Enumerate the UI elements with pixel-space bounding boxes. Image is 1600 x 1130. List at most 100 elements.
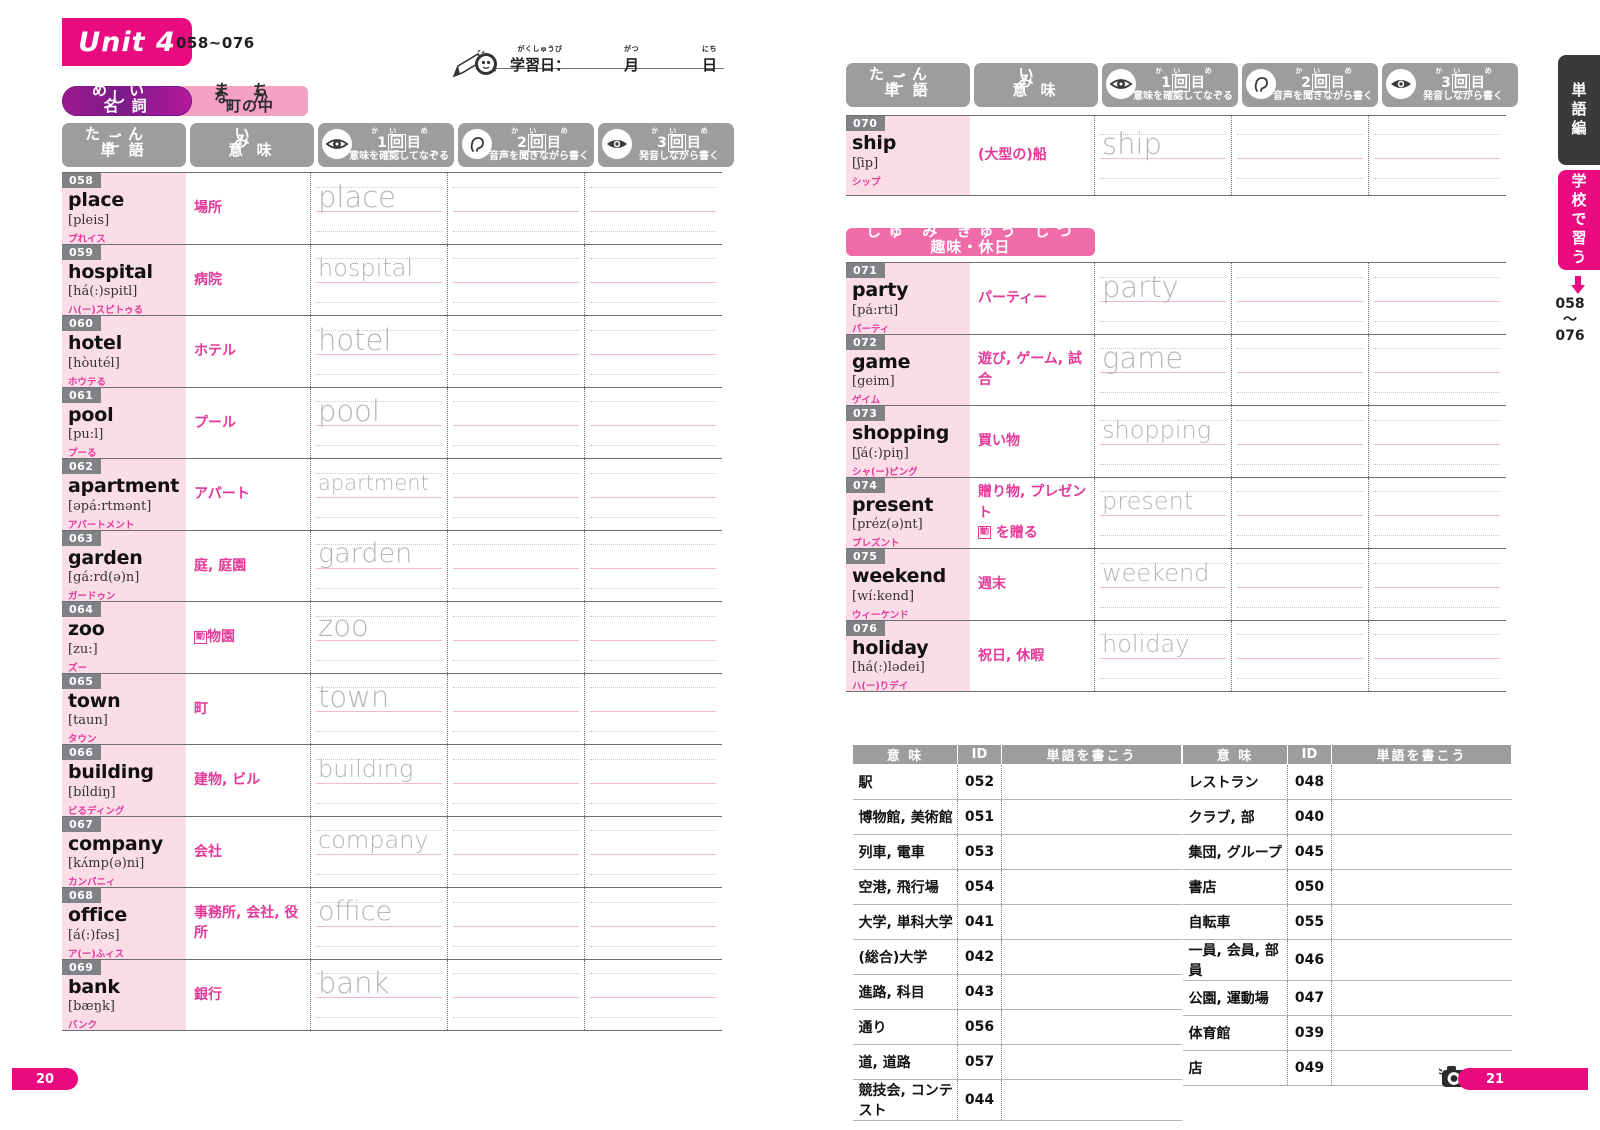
writing-practice-cell-1[interactable]: building (310, 745, 447, 816)
guide-line-top (1237, 134, 1363, 135)
writing-practice-cell-3[interactable] (584, 173, 721, 244)
writing-practice-cell-2[interactable] (447, 530, 584, 601)
word-cell: 058 place [pleis] プれイス (62, 173, 186, 245)
writing-practice-cell-2[interactable] (1231, 477, 1368, 548)
review-answer-input[interactable] (1001, 1009, 1182, 1045)
review-answer-input[interactable] (1001, 834, 1182, 870)
writing-practice-cell-3[interactable] (1368, 406, 1505, 477)
guide-line-top (453, 472, 579, 474)
writing-practice-cell-2[interactable] (447, 673, 584, 744)
review-answer-input[interactable] (1331, 1015, 1512, 1051)
trace-word: office (318, 895, 393, 927)
writing-practice-cell-1[interactable]: company (310, 816, 447, 887)
writing-practice-cell-2[interactable] (447, 173, 584, 244)
guide-line-bottom (453, 802, 579, 804)
writing-practice-cell-1[interactable]: hotel (310, 316, 447, 387)
review-row: 公園, 運動場 047 (1182, 980, 1512, 1016)
vocab-row: 060 hotel [hòutél] ホウテる ホテル hotel (62, 316, 722, 388)
review-answer-input[interactable] (1001, 974, 1182, 1010)
ear-icon (462, 129, 492, 159)
writing-practice-cell-1[interactable]: place (310, 173, 447, 244)
writing-practice-cell-3[interactable] (584, 459, 721, 530)
word-english: hotel (68, 332, 123, 354)
writing-practice-cell-1[interactable]: shopping (1094, 406, 1231, 477)
writing-practice-cell-3[interactable] (1368, 549, 1505, 620)
word-cell: 075 weekend [wí:kend] ウィーケンド (846, 549, 970, 621)
writing-practice-cell-2[interactable] (1231, 549, 1368, 620)
writing-practice-cell-3[interactable] (584, 530, 721, 601)
writing-practice-cell-2[interactable] (1231, 620, 1368, 691)
writing-practice-cell-2[interactable] (447, 816, 584, 887)
review-answer-input[interactable] (1331, 980, 1512, 1016)
review-row: 空港, 飛行場 054 (852, 869, 1182, 905)
writing-practice-cell-2[interactable] (447, 959, 584, 1030)
review-answer-input[interactable] (1001, 1044, 1182, 1080)
writing-practice-cell-3[interactable] (584, 673, 721, 744)
writing-practice-cell-3[interactable] (584, 387, 721, 458)
writing-practice-cell-3[interactable] (584, 745, 721, 816)
writing-practice-cell-3[interactable] (584, 959, 721, 1030)
writing-practice-cell-2[interactable] (447, 316, 584, 387)
writing-practice-cell-3[interactable] (1368, 116, 1505, 195)
review-answer-input[interactable] (1331, 904, 1512, 940)
writing-practice-cell-2[interactable] (1231, 334, 1368, 405)
writing-practice-cell-3[interactable] (1368, 477, 1505, 548)
study-date-writing-line[interactable] (492, 68, 724, 69)
writing-practice-cell-1[interactable]: hospital (310, 244, 447, 315)
writing-practice-cell-2[interactable] (447, 602, 584, 673)
writing-practice-cell-2[interactable] (447, 244, 584, 315)
review-meaning: 公園, 運動場 (1182, 980, 1288, 1016)
writing-practice-cell-3[interactable] (584, 316, 721, 387)
review-answer-input[interactable] (1001, 869, 1182, 905)
review-answer-input[interactable] (1001, 904, 1182, 940)
review-answer-input[interactable] (1331, 834, 1512, 870)
writing-practice-cell-2[interactable] (1231, 406, 1368, 477)
guide-line-top (590, 973, 716, 975)
writing-practice-cell-2[interactable] (447, 459, 584, 530)
writing-practice-cell-1[interactable]: office (310, 888, 447, 959)
writing-practice-cell-3[interactable] (1368, 263, 1505, 334)
review-answer-input[interactable] (1331, 764, 1512, 800)
side-tab-vocab-section[interactable]: 単語編 (1558, 55, 1600, 165)
review-answer-input[interactable] (1001, 939, 1182, 975)
writing-practice-cell-1[interactable]: ship (1094, 116, 1231, 195)
review-answer-input[interactable] (1331, 939, 1512, 981)
writing-practice-cell-1[interactable]: apartment (310, 459, 447, 530)
review-answer-input[interactable] (1331, 799, 1512, 835)
writing-practice-cell-2[interactable] (447, 387, 584, 458)
guide-line-baseline (1100, 586, 1226, 588)
review-answer-input[interactable] (1001, 799, 1182, 835)
writing-practice-cell-1[interactable]: zoo (310, 602, 447, 673)
guide-line-top (1100, 134, 1226, 135)
writing-practice-cell-1[interactable]: pool (310, 387, 447, 458)
review-answer-input[interactable] (1331, 869, 1512, 905)
word-english: present (852, 493, 934, 516)
writing-practice-cell-1[interactable]: town (310, 673, 447, 744)
guide-line-bottom (1374, 606, 1500, 608)
guide-line-top (590, 472, 716, 474)
writing-practice-cell-1[interactable]: game (1094, 334, 1231, 405)
writing-practice-cell-1[interactable]: weekend (1094, 549, 1231, 620)
writing-practice-cell-1[interactable]: holiday (1094, 620, 1231, 691)
writing-practice-cell-1[interactable]: bank (310, 959, 447, 1030)
writing-practice-cell-3[interactable] (584, 888, 721, 959)
writing-practice-cell-3[interactable] (584, 602, 721, 673)
writing-practice-cell-3[interactable] (1368, 620, 1505, 691)
guide-line-baseline (1237, 586, 1363, 588)
writing-practice-cell-2[interactable] (1231, 263, 1368, 334)
writing-practice-cell-3[interactable] (584, 816, 721, 887)
writing-practice-cell-2[interactable] (447, 888, 584, 959)
writing-practice-cell-3[interactable] (1368, 334, 1505, 405)
writing-practice-cell-3[interactable] (584, 244, 721, 315)
review-answer-input[interactable] (1001, 1079, 1182, 1121)
review-row: 駅 052 (852, 764, 1182, 800)
review-answer-input[interactable] (1001, 764, 1182, 800)
word-english: office (68, 904, 128, 926)
review-row: 書店 050 (1182, 869, 1512, 905)
writing-practice-cell-1[interactable]: present (1094, 477, 1231, 548)
side-tab-school[interactable]: 学校で習う (1558, 170, 1600, 270)
writing-practice-cell-2[interactable] (447, 745, 584, 816)
writing-practice-cell-1[interactable]: party (1094, 263, 1231, 334)
writing-practice-cell-2[interactable] (1231, 116, 1368, 195)
writing-practice-cell-1[interactable]: garden (310, 530, 447, 601)
